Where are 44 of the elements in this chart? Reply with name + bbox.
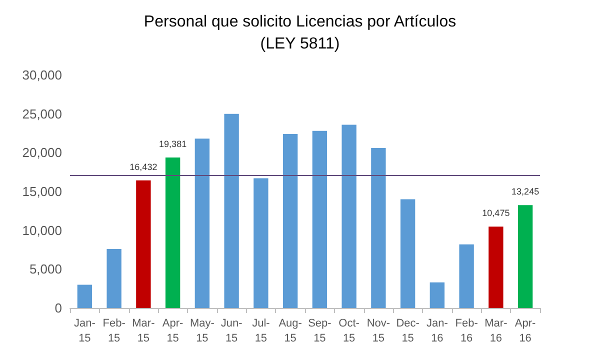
bar xyxy=(136,180,151,308)
bar xyxy=(106,248,122,308)
x-tick-label: Dec-15 xyxy=(396,318,420,344)
bar xyxy=(400,199,416,308)
bar xyxy=(224,114,239,308)
y-tick-label: 20,000 xyxy=(22,145,62,160)
bar xyxy=(371,148,386,308)
x-tick-label: Nov-15 xyxy=(366,318,390,344)
x-tick-label: Feb-15 xyxy=(102,318,126,344)
data-label: 16,432 xyxy=(130,162,158,172)
y-tick-label: 25,000 xyxy=(22,106,62,122)
data-label: 10,475 xyxy=(482,208,510,218)
bar xyxy=(459,244,474,308)
bar xyxy=(282,134,298,308)
x-tick-label: Jul-15 xyxy=(252,318,270,344)
bar xyxy=(254,178,268,308)
bar xyxy=(194,138,210,308)
bar xyxy=(342,124,356,308)
x-tick-label: Jan-15 xyxy=(74,318,96,344)
y-tick-label: 5,000 xyxy=(29,262,62,277)
bar xyxy=(488,226,504,308)
x-tick-label: Jun-15 xyxy=(220,318,243,344)
bar xyxy=(165,157,180,308)
y-tick-label: 0 xyxy=(54,300,62,316)
x-tick-label: Jan-16 xyxy=(426,318,448,344)
bar xyxy=(518,205,533,308)
x-tick-label: Apr-15 xyxy=(162,318,184,344)
y-tick-label: 15,000 xyxy=(22,184,62,199)
chart-title: Personal que solicito Licencias por Artículos (LEY 5811) xyxy=(144,14,456,52)
data-label: 19,381 xyxy=(159,138,187,149)
bar xyxy=(77,284,92,308)
y-tick-label: 30,000 xyxy=(22,68,62,82)
x-tick-label: Apr-16 xyxy=(514,318,536,344)
bar xyxy=(312,130,328,308)
x-tick-label: Aug-15 xyxy=(278,318,302,344)
x-tick-label: Mar-15 xyxy=(132,318,156,344)
data-label: 13,245 xyxy=(512,186,540,197)
x-tick-label: Sep-15 xyxy=(308,318,332,344)
y-tick-label: 10,000 xyxy=(22,222,62,238)
x-tick-label: May-15 xyxy=(190,318,215,344)
x-tick-label: Feb-16 xyxy=(455,318,478,344)
x-tick-label: Oct-15 xyxy=(338,318,360,344)
bar xyxy=(430,282,445,308)
x-tick-label: Mar-16 xyxy=(484,318,508,344)
